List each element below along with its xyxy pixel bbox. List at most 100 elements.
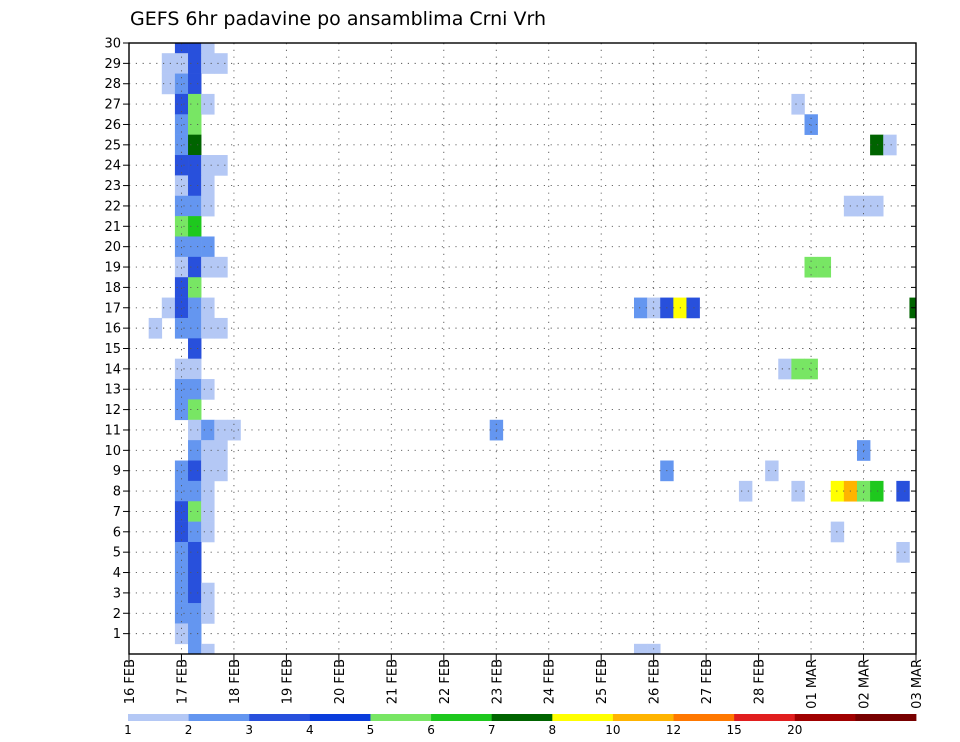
y-tick-label: 12 [104,403,121,418]
heatmap-cell [201,175,215,197]
heatmap-cell [148,317,163,339]
heatmap-cell [214,155,228,176]
y-tick-label: 4 [113,566,121,581]
heatmap-cell [830,521,845,543]
heatmap-cell [738,480,753,502]
heatmap-cell [188,53,202,74]
heatmap-cell [188,460,202,482]
heatmap-cell [791,93,805,115]
x-tick-label: 21 FEB [385,659,400,704]
legend-label: 20 [787,723,802,737]
heatmap-cell [201,603,215,624]
legend-label: 8 [548,723,556,737]
y-tick-label: 26 [104,118,121,133]
heatmap-cell [201,93,215,115]
x-tick-label: 24 FEB [543,659,558,704]
x-tick-label: 20 FEB [333,659,348,704]
heatmap-cell [161,53,176,74]
heatmap-cell [870,480,884,502]
heatmap-cell [174,379,189,400]
legend-swatch [188,714,250,721]
heatmap-cell [201,440,215,461]
heatmap-cell [188,440,202,461]
legend-label: 4 [306,723,314,737]
x-tick-label: 02 MAR [858,659,873,709]
heatmap-cell [188,114,202,135]
heatmap-cell [188,317,202,339]
heatmap-cell [201,480,215,502]
heatmap-cell [174,460,189,482]
y-tick-label: 20 [104,240,121,255]
heatmap-cell [883,134,897,156]
x-tick-label: 19 FEB [280,659,295,704]
legend-swatch [734,714,796,721]
heatmap-cell [188,480,202,502]
heatmap-cell [174,195,189,217]
x-tick-label: 16 FEB [123,659,138,704]
heatmap-cell [227,419,241,441]
heatmap-cell [778,358,792,380]
heatmap-cell [817,256,832,278]
heatmap-cells [148,43,917,655]
legend-swatch [612,714,674,721]
y-tick-label: 14 [104,362,121,377]
heatmap-cell [647,297,661,319]
heatmap-cell [188,236,202,258]
heatmap-cell [188,155,202,176]
heatmap-cell [201,582,215,604]
legend-swatch [431,714,493,721]
heatmap-cell [174,134,189,156]
heatmap-cell [174,155,189,176]
y-tick-label: 10 [104,444,121,459]
y-axis: 1234567891011121314151617181920212223242… [104,37,916,642]
heatmap-cell [201,53,215,74]
x-tick-label: 18 FEB [228,659,243,704]
heatmap-cell [214,460,228,482]
y-tick-label: 2 [113,607,121,622]
x-tick-label: 27 FEB [700,659,715,704]
heatmap-cell [201,643,215,655]
heatmap-cell [174,480,189,502]
heatmap-cell [791,480,805,502]
heatmap-cell [188,643,202,655]
x-tick-label: 03 MAR [910,659,925,709]
y-tick-label: 13 [104,383,121,398]
y-tick-label: 28 [104,77,121,92]
plot-frame [128,42,917,655]
x-tick-label: 26 FEB [648,659,663,704]
heatmap-cell [174,236,189,258]
grid-lines [129,42,916,654]
heatmap-cell [161,297,176,319]
heatmap-cell [804,256,818,278]
heatmap-cell [188,562,202,584]
heatmap-cell [201,256,215,278]
heatmap-cell [174,297,189,319]
heatmap-cell [188,358,202,380]
heatmap-cell [174,317,189,339]
legend-label: 15 [727,723,742,737]
heatmap-cell [174,521,189,543]
heatmap-cell [188,216,202,237]
heatmap-cell [201,317,215,339]
legend-swatch [552,714,614,721]
heatmap-cell [188,256,202,278]
heatmap-cell [188,419,202,441]
heatmap-cell [201,460,215,482]
legend-label: 2 [185,723,193,737]
legend-label: 1 [124,723,132,737]
heatmap-cell [174,256,189,278]
color-legend: 1 2 3 4 5 6 7 8 10 12 15 20 [124,714,917,737]
heatmap-cell [188,134,202,156]
x-tick-label: 01 MAR [805,659,820,709]
legend-swatch [794,714,856,721]
y-tick-label: 18 [104,281,121,296]
heatmap-cell [188,43,202,54]
legend-swatch [370,714,432,721]
heatmap-cell [686,297,700,319]
y-tick-label: 29 [104,57,121,72]
y-tick-label: 30 [104,37,121,52]
y-tick-label: 21 [104,220,121,235]
heatmap-cell [188,338,202,359]
legend-swatch [249,714,311,721]
